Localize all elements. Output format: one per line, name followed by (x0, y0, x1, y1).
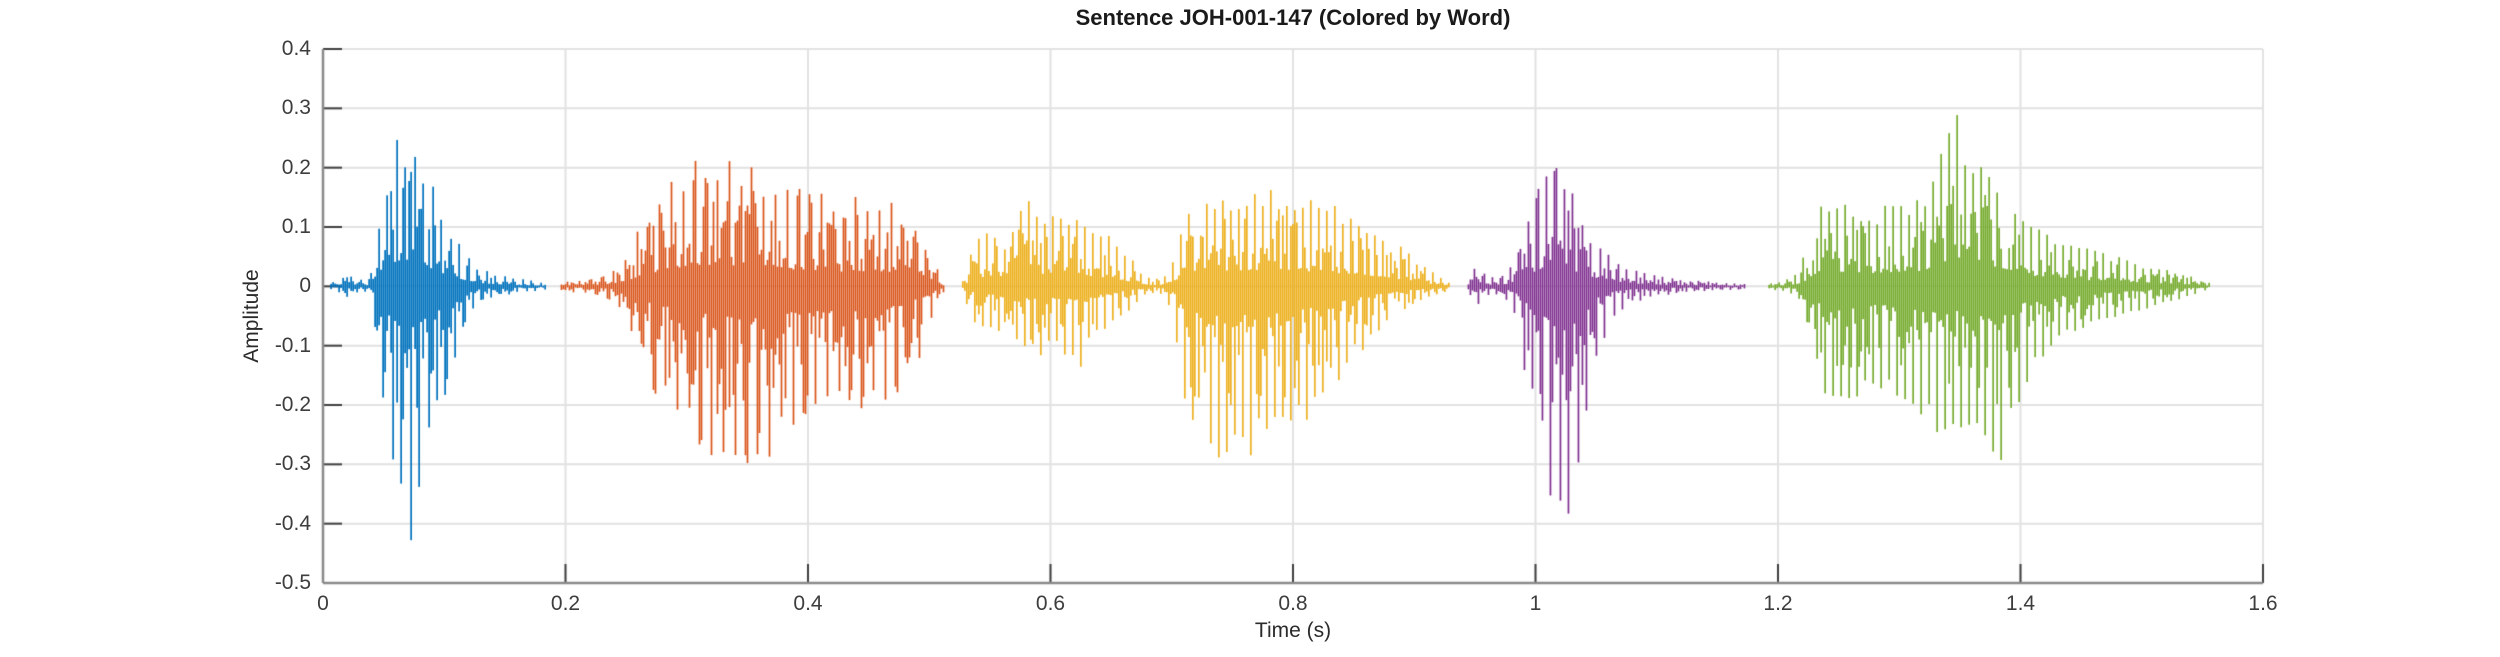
x-tick-label: 1.2 (1763, 592, 1793, 615)
x-tick-label: 0.2 (550, 592, 581, 615)
y-tick-label: -0.2 (274, 393, 311, 416)
y-tick-label: 0 (299, 274, 311, 298)
y-tick-label: 0.3 (281, 96, 311, 120)
x-tick-label: 0.6 (1035, 592, 1066, 615)
chart-title: Sentence JOH-001-147 (Colored by Word) (1075, 5, 1511, 30)
y-tick-label: 0.1 (281, 215, 311, 238)
y-tick-label: -0.1 (274, 333, 311, 357)
x-axis-label: Time (s) (1254, 619, 1332, 642)
y-tick-label: -0.5 (274, 571, 311, 594)
y-tick-label: -0.3 (274, 452, 311, 476)
y-tick-label: -0.4 (274, 511, 311, 535)
x-tick-label: 1.4 (2005, 592, 2036, 615)
x-tick-label: 0.8 (1278, 592, 1308, 615)
x-tick-label: 1 (1529, 592, 1542, 615)
y-tick-label: 0.2 (281, 155, 311, 179)
x-tick-label: 0 (317, 592, 329, 615)
x-tick-label: 0.4 (793, 592, 823, 615)
y-tick-label: 0.4 (281, 37, 311, 60)
x-tick-label: 1.6 (2248, 592, 2278, 615)
